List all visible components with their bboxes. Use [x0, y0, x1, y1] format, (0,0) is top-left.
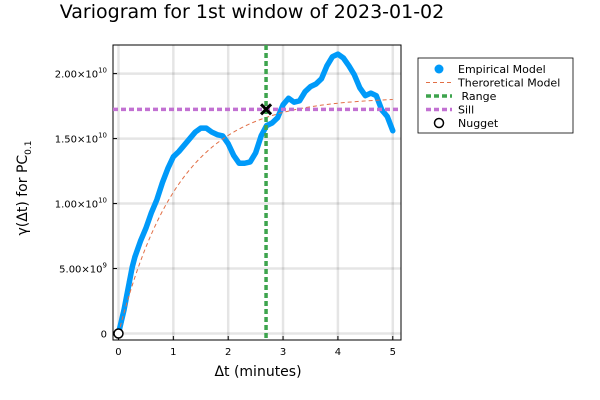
- empirical-point: [118, 319, 124, 325]
- empirical-point: [129, 264, 135, 270]
- x-tick-label: 2: [225, 347, 231, 358]
- legend-label: Nugget: [458, 117, 499, 130]
- legend-swatch-empirical: [434, 64, 444, 74]
- x-tick-label: 0: [115, 347, 121, 358]
- x-tick-label: 5: [390, 347, 396, 358]
- empirical-point: [124, 293, 130, 299]
- y-axis-label-main: γ(Δt) for PC: [15, 155, 31, 236]
- y-tick-label: 5.00×109: [59, 262, 107, 276]
- x-tick-label: 1: [170, 347, 176, 358]
- x-tick-label: 4: [335, 347, 341, 358]
- y-axis-label-sub: 0.1: [24, 141, 34, 155]
- legend-label: Range: [458, 90, 497, 103]
- nugget-marker: [113, 328, 124, 339]
- y-tick-label: 1.00×1010: [55, 197, 107, 211]
- empirical-point: [126, 278, 133, 285]
- x-tick-label: 3: [280, 347, 286, 358]
- legend-label: Sill: [458, 104, 474, 117]
- empirical-point: [121, 307, 127, 313]
- empirical-model-line: [115, 51, 396, 337]
- legend-label: Theroretical Model: [457, 77, 560, 90]
- x-axis-label: Δt (minutes): [214, 364, 301, 380]
- intersection-cross: [259, 103, 273, 116]
- legend-label: Empirical Model: [458, 63, 546, 76]
- legend-swatch-nugget: [433, 117, 445, 129]
- series-layer: [113, 45, 401, 340]
- y-tick-label: 2.00×1010: [55, 67, 107, 81]
- y-tick-label: 1.50×1010: [55, 132, 107, 146]
- y-axis-label: γ(Δt) for PC0.1: [15, 141, 34, 236]
- chart-title: Variogram for 1st window of 2023-01-02: [60, 1, 444, 23]
- grid: [113, 45, 401, 340]
- empirical-point: [132, 254, 138, 260]
- ticks: 0 1 2 3 4 5 0 5.00×109 1.00×1010 1.50×1010 2.00×10…: [55, 67, 396, 358]
- y-tick-label: 0: [101, 330, 107, 341]
- plot-frame: [112, 44, 402, 341]
- theoretical-model-line: [118, 98, 393, 334]
